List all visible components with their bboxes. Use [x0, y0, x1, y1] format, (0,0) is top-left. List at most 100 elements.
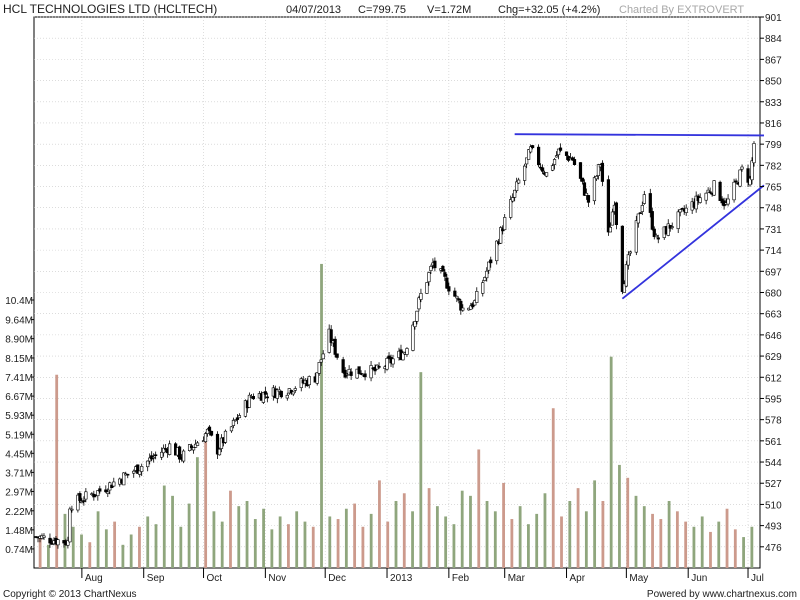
volume-bar: [245, 501, 249, 568]
candle-body: [321, 353, 325, 360]
candle-body: [584, 192, 589, 196]
candle-body: [162, 447, 166, 454]
candle-body: [572, 159, 577, 166]
support-trendline: [621, 184, 765, 300]
candle-body: [349, 371, 353, 376]
candle-body: [447, 286, 451, 292]
candle-body: [495, 240, 499, 262]
candle-body: [329, 329, 333, 343]
volume-bar: [220, 521, 224, 568]
volume-bar: [684, 521, 688, 568]
candle-body: [333, 338, 337, 355]
candle-body: [732, 181, 736, 201]
candle-body: [626, 254, 630, 266]
candle-body: [48, 537, 52, 544]
time-tick-label: Feb: [452, 573, 470, 584]
candle-body: [417, 297, 421, 310]
candle-body: [84, 491, 88, 500]
volume-bar: [518, 506, 522, 568]
volume-bar: [568, 501, 572, 568]
candle-body: [636, 213, 640, 224]
volume-bar: [642, 506, 646, 568]
price-tick-label: 561: [765, 437, 782, 448]
candle-body: [164, 448, 168, 450]
candle-body: [445, 277, 449, 289]
candle-body: [640, 205, 644, 212]
volume-bar: [651, 513, 654, 568]
header-change: Chg=+32.05 (+4.2%): [498, 4, 600, 16]
price-tick-label: 612: [765, 373, 782, 384]
volume-bar: [71, 526, 75, 568]
candle-body: [251, 396, 255, 400]
time-tick-label: Jun: [691, 573, 707, 584]
candle-body: [146, 460, 150, 468]
volume-bar: [104, 529, 108, 568]
candle-body: [570, 157, 575, 161]
price-tick-label: 595: [765, 394, 782, 405]
candle-body: [405, 348, 409, 355]
candle-body: [537, 146, 541, 166]
candle-body: [740, 166, 744, 170]
candle-body: [341, 359, 345, 373]
candle-body: [610, 211, 614, 226]
volume-bar: [560, 516, 563, 568]
volume-bar: [402, 493, 406, 568]
candle-body: [513, 189, 517, 198]
candle-body: [527, 149, 531, 160]
candle-body: [291, 391, 295, 395]
volume-bar: [154, 524, 158, 568]
volume-bar: [510, 519, 514, 568]
candle-body: [634, 220, 638, 253]
chart-credit: Charted By EXTROVERT: [619, 4, 744, 16]
volume-bar: [700, 516, 704, 568]
volume-bar: [336, 519, 340, 568]
resistance-trendline: [514, 133, 764, 137]
candle-body: [56, 539, 60, 546]
candle-body: [223, 430, 228, 443]
candle-body: [235, 417, 240, 420]
candlesticks: [34, 141, 756, 549]
volume-bar: [527, 524, 530, 568]
candle-body: [369, 365, 373, 379]
candle-body: [205, 428, 210, 434]
volume-tick-label: 7.41M: [5, 373, 33, 384]
candle-body: [489, 259, 493, 264]
candle-body: [738, 169, 742, 187]
volume-tick-label: 8.15M: [5, 354, 33, 365]
volume-bar: [361, 526, 365, 568]
candle-body: [343, 369, 347, 378]
candle-body: [624, 264, 628, 287]
candle-body: [642, 194, 646, 204]
price-tick-label: 799: [765, 140, 782, 151]
candle-body: [215, 433, 220, 455]
candle-body: [110, 484, 114, 489]
volume-bar: [38, 537, 42, 568]
volume-bar: [667, 501, 671, 568]
candle-body: [596, 164, 601, 177]
volume-bar: [725, 508, 729, 568]
price-tick-label: 544: [765, 458, 782, 469]
volume-bar: [593, 480, 597, 568]
candle-body: [70, 508, 74, 511]
volume-bar: [469, 495, 472, 568]
candle-body: [261, 392, 265, 403]
candle-body: [96, 490, 100, 497]
candle-body: [556, 148, 561, 156]
candle-body: [140, 466, 144, 472]
candle-body: [78, 493, 82, 501]
candle-body: [554, 155, 559, 158]
price-tick-label: 850: [765, 77, 782, 88]
candle-body: [531, 145, 535, 149]
candle-body: [544, 172, 549, 177]
candle-body: [104, 489, 108, 493]
header-close: C=799.75: [358, 4, 406, 16]
candle-body: [181, 450, 186, 462]
candle-body: [706, 189, 710, 193]
volume-bar: [262, 508, 265, 568]
volume-bar: [138, 526, 141, 568]
candle-body: [628, 251, 632, 254]
candle-body: [427, 272, 431, 283]
volume-bar: [502, 482, 505, 568]
time-tick-label: 2013: [390, 573, 413, 584]
volume-bar: [427, 488, 431, 568]
